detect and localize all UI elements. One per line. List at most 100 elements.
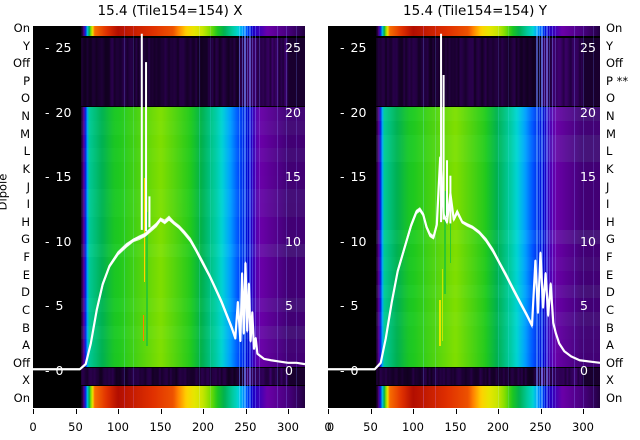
category-label-left: X bbox=[22, 373, 30, 388]
x-tick-label: 50 bbox=[68, 420, 83, 434]
y-tick-label: - 15 bbox=[340, 169, 367, 185]
category-label-right: K bbox=[606, 161, 614, 176]
category-label-right: Off bbox=[606, 56, 623, 71]
category-label-left: B bbox=[22, 320, 30, 335]
category-label-right: G bbox=[606, 232, 615, 247]
x-tick-label: 50 bbox=[363, 420, 378, 434]
y-tick-label-mirror: 0 bbox=[580, 362, 588, 378]
category-label-left: M bbox=[20, 126, 30, 141]
right-margin bbox=[600, 0, 640, 412]
heat-band-lower-dark bbox=[328, 367, 600, 385]
heat-band-bottom-rainbow bbox=[328, 386, 600, 408]
x-tick-mark bbox=[413, 409, 414, 414]
y-tick-label-mirror: 0 bbox=[285, 362, 293, 378]
x-tick-mark bbox=[118, 409, 119, 414]
x-tick-mark bbox=[245, 409, 247, 414]
trace-line-companion bbox=[328, 158, 600, 370]
category-label-left: P bbox=[23, 73, 30, 88]
category-label-right: X bbox=[606, 373, 614, 388]
y-tick-label: - 5 bbox=[45, 298, 64, 314]
x-tick-mark bbox=[455, 409, 457, 414]
y-tick-label: - 0 bbox=[45, 362, 64, 378]
x-tick-mark bbox=[328, 409, 329, 414]
category-label-left: H bbox=[21, 214, 30, 229]
spectral-spike bbox=[449, 222, 452, 264]
category-label-right: I bbox=[606, 197, 610, 212]
x-tick-label: 100 bbox=[107, 420, 129, 434]
spectrogram-panel-x[interactable] bbox=[33, 26, 305, 408]
category-label-right: J bbox=[606, 179, 610, 194]
y-tick-label-mirror: 5 bbox=[285, 298, 293, 314]
category-label-left: G bbox=[21, 232, 30, 247]
spectral-spike bbox=[444, 191, 447, 295]
category-label-right: F bbox=[606, 250, 613, 265]
y-tick-label: - 20 bbox=[340, 104, 367, 120]
heat-band-top-rainbow bbox=[33, 26, 305, 37]
category-label-left: Off bbox=[13, 355, 30, 370]
trace-overlay-y bbox=[328, 33, 600, 371]
x-tick-mark bbox=[160, 409, 162, 414]
y-tick-label: - 10 bbox=[45, 233, 72, 249]
x-tick-label-clipped: 0 bbox=[326, 420, 335, 434]
y-tick-label-mirror: 25 bbox=[285, 40, 301, 56]
category-label-right: B bbox=[606, 320, 614, 335]
category-label-right: N bbox=[606, 109, 615, 124]
category-label-left: O bbox=[20, 91, 30, 106]
panel-title-x: 15.4 (Tile154=154) X bbox=[97, 3, 243, 19]
category-label-right: Y bbox=[606, 38, 614, 53]
category-label-left: D bbox=[21, 285, 30, 300]
y-tick-label-mirror: 15 bbox=[580, 169, 596, 185]
x-tick-mark bbox=[75, 409, 77, 414]
x-tick-label: 150 bbox=[444, 420, 467, 434]
category-label-right: O bbox=[606, 91, 616, 106]
trace-line-companion bbox=[33, 219, 305, 371]
no-data-margin-left bbox=[328, 26, 376, 408]
y-tick-label: - 0 bbox=[340, 362, 359, 378]
trace-line-companion bbox=[328, 157, 600, 370]
y-tick-label-mirror: 10 bbox=[580, 233, 596, 249]
category-label-left: On bbox=[13, 391, 30, 405]
x-tick-label: 300 bbox=[572, 420, 594, 434]
category-label-right: On bbox=[606, 21, 623, 35]
category-label-left: J bbox=[26, 179, 30, 194]
category-label-right: H bbox=[606, 214, 615, 229]
heat-band-top-rainbow bbox=[328, 26, 600, 37]
x-tick-mark bbox=[370, 409, 372, 414]
category-label-left: C bbox=[21, 302, 30, 317]
trace-line-companion bbox=[33, 216, 305, 370]
trace-line bbox=[328, 156, 600, 371]
x-tick-mark bbox=[540, 409, 542, 414]
y-tick-label-mirror: 5 bbox=[580, 298, 588, 314]
x-tick-label: 0 bbox=[324, 420, 332, 434]
trace-line-companion bbox=[328, 156, 600, 370]
x-tick-mark bbox=[498, 409, 499, 414]
x-tick-label: 250 bbox=[529, 420, 552, 434]
trace-line-companion bbox=[33, 215, 305, 370]
x-tick-label: 250 bbox=[234, 420, 257, 434]
x-tick-mark bbox=[583, 409, 584, 414]
spectral-spike bbox=[142, 315, 145, 341]
y-tick-label-mirror: 10 bbox=[285, 233, 301, 249]
category-label-right: M bbox=[606, 126, 616, 141]
category-label-right: C bbox=[606, 302, 615, 317]
spectrogram-panel-y[interactable] bbox=[328, 26, 600, 408]
spectral-spike bbox=[439, 299, 441, 347]
category-label-right: D bbox=[606, 285, 615, 300]
x-tick-mark bbox=[203, 409, 204, 414]
y-tick-label: - 25 bbox=[340, 40, 367, 56]
heat-band-lower-dark bbox=[33, 367, 305, 385]
y-axis-label: Dipole bbox=[0, 173, 10, 211]
y-tick-label: - 5 bbox=[340, 298, 359, 314]
no-data-margin-left bbox=[33, 26, 81, 408]
category-label-right: E bbox=[606, 267, 614, 282]
category-label-left: Y bbox=[22, 38, 30, 53]
x-tick-mark bbox=[288, 409, 289, 414]
y-tick-label-mirror: 15 bbox=[285, 169, 301, 185]
trace-line bbox=[33, 217, 305, 371]
x-tick-label: 150 bbox=[149, 420, 172, 434]
x-tick-label: 0 bbox=[29, 420, 37, 434]
category-label-right: A bbox=[606, 338, 614, 353]
y-tick-label-mirror: 25 bbox=[580, 40, 596, 56]
y-tick-label: - 15 bbox=[45, 169, 72, 185]
